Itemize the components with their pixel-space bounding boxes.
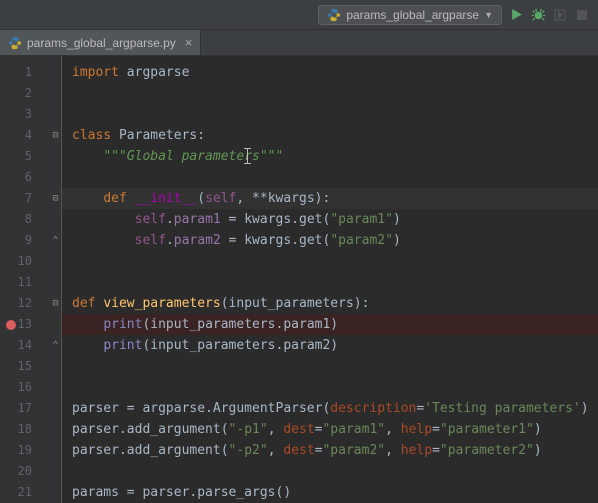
fold-indicator[interactable] (50, 482, 61, 503)
line-number[interactable]: 14 (0, 335, 50, 356)
code-line[interactable]: def __init__(self, **kwargs): (72, 188, 598, 209)
python-icon (327, 8, 341, 22)
fold-indicator[interactable] (50, 419, 61, 440)
fold-indicator[interactable]: ⊟ (50, 293, 61, 314)
code-line[interactable]: def view_parameters(input_parameters): (72, 293, 598, 314)
line-number[interactable]: 15 (0, 356, 50, 377)
code-line[interactable] (72, 167, 598, 188)
fold-indicator[interactable] (50, 440, 61, 461)
code-line[interactable] (72, 461, 598, 482)
line-number[interactable]: 9 (0, 230, 50, 251)
fold-indicator[interactable] (50, 104, 61, 125)
fold-indicator[interactable] (50, 62, 61, 83)
fold-indicator[interactable] (50, 272, 61, 293)
fold-indicator[interactable] (50, 146, 61, 167)
code-line[interactable]: self.param2 = kwargs.get("param2") (72, 230, 598, 251)
fold-indicator[interactable] (50, 461, 61, 482)
fold-indicator[interactable] (50, 398, 61, 419)
run-with-coverage-button[interactable] (552, 7, 568, 23)
code-line[interactable]: print(input_parameters.param1) (72, 314, 598, 335)
fold-indicator[interactable] (50, 377, 61, 398)
line-number[interactable]: 16 (0, 377, 50, 398)
code-line[interactable] (72, 251, 598, 272)
code-line[interactable]: print(input_parameters.param2) (72, 335, 598, 356)
python-icon (8, 36, 22, 50)
run-button[interactable] (508, 7, 524, 23)
fold-indicator[interactable] (50, 356, 61, 377)
fold-indicator[interactable]: ⊟ (50, 188, 61, 209)
line-number[interactable]: 12 (0, 293, 50, 314)
fold-indicator[interactable]: ⌃ (50, 230, 61, 251)
breakpoint-marker[interactable] (6, 320, 16, 330)
code-line[interactable]: class Parameters: (72, 125, 598, 146)
fold-indicator[interactable]: ⊟ (50, 125, 61, 146)
debug-button[interactable] (530, 7, 546, 23)
code-line[interactable] (72, 377, 598, 398)
code-line[interactable] (72, 272, 598, 293)
toolbar: params_global_argparse ▼ (0, 0, 598, 30)
line-number[interactable]: 10 (0, 251, 50, 272)
code-line[interactable]: import argparse (72, 62, 598, 83)
code-area[interactable]: import argparse class Parameters: """Glob… (62, 56, 598, 503)
tab-bar: params_global_argparse.py × (0, 30, 598, 56)
code-line[interactable]: self.param1 = kwargs.get("param1") (72, 209, 598, 230)
line-number[interactable]: 13 (0, 314, 50, 335)
line-number[interactable]: 17 (0, 398, 50, 419)
code-line[interactable]: parser = argparse.ArgumentParser(descrip… (72, 398, 598, 419)
code-line[interactable]: parser.add_argument("-p1", dest="param1"… (72, 419, 598, 440)
line-number[interactable]: 5 (0, 146, 50, 167)
fold-indicator[interactable] (50, 83, 61, 104)
run-config-label: params_global_argparse (346, 8, 479, 22)
fold-gutter: ⊟ ⊟ ⌃ ⊟ ⌃ (50, 56, 62, 503)
line-number[interactable]: 4 (0, 125, 50, 146)
fold-indicator[interactable] (50, 251, 61, 272)
line-number-gutter: 123456789101112131415161718192021 (0, 56, 50, 503)
code-line[interactable] (72, 83, 598, 104)
code-line[interactable] (72, 104, 598, 125)
run-config-selector[interactable]: params_global_argparse ▼ (318, 5, 502, 25)
fold-indicator[interactable] (50, 209, 61, 230)
line-number[interactable]: 6 (0, 167, 50, 188)
code-line[interactable]: """Global parameters""" (72, 146, 598, 167)
line-number[interactable]: 21 (0, 482, 50, 503)
code-line[interactable]: params = parser.parse_args() (72, 482, 598, 503)
line-number[interactable]: 19 (0, 440, 50, 461)
editor-tab[interactable]: params_global_argparse.py × (0, 30, 201, 55)
line-number[interactable]: 1 (0, 62, 50, 83)
line-number[interactable]: 2 (0, 83, 50, 104)
chevron-down-icon: ▼ (484, 10, 493, 20)
close-icon[interactable]: × (185, 35, 193, 50)
stop-button[interactable] (574, 7, 590, 23)
code-editor[interactable]: 123456789101112131415161718192021 ⊟⊟⌃⊟⌃ … (0, 56, 598, 503)
fold-indicator[interactable] (50, 314, 61, 335)
line-number[interactable]: 3 (0, 104, 50, 125)
fold-indicator[interactable]: ⌃ (50, 335, 61, 356)
line-number[interactable]: 7 (0, 188, 50, 209)
text-cursor (247, 148, 248, 164)
line-number[interactable]: 8 (0, 209, 50, 230)
code-line[interactable]: parser.add_argument("-p2", dest="param2"… (72, 440, 598, 461)
line-number[interactable]: 20 (0, 461, 50, 482)
fold-indicator[interactable] (50, 167, 61, 188)
code-line[interactable] (72, 356, 598, 377)
tab-filename: params_global_argparse.py (27, 36, 176, 50)
line-number[interactable]: 11 (0, 272, 50, 293)
line-number[interactable]: 18 (0, 419, 50, 440)
